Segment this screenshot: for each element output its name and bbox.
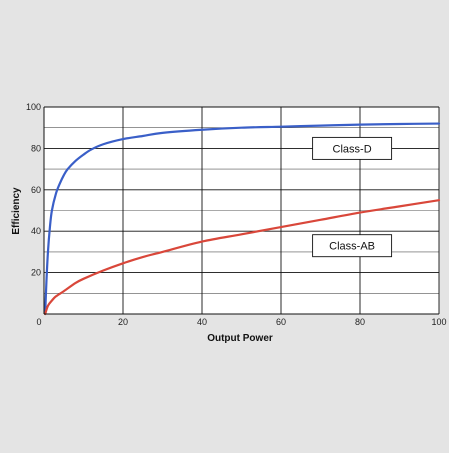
series-line-class-d — [44, 122, 441, 316]
annotation-label-class-d: Class-D — [333, 143, 372, 155]
x-axis-title: Output Power — [207, 333, 273, 344]
y-tick-label: 60 — [31, 185, 41, 195]
annotation-label-class-ab: Class-AB — [329, 241, 375, 253]
x-tick-label: 40 — [197, 317, 207, 327]
annotation-box-class-d — [312, 136, 393, 160]
tick-labels: 0 20 40 60 80 100 20 40 60 80 100 — [26, 102, 447, 327]
series-line-class-ab — [44, 199, 441, 316]
x-tick-label: 20 — [118, 317, 128, 327]
y-axis-title: Efficiency — [11, 187, 22, 235]
annotations: Class-D Class-AB — [312, 136, 393, 258]
y-tick-label: 20 — [31, 268, 41, 278]
x-tick-label: 60 — [276, 317, 286, 327]
x-tick-label: 0 — [36, 317, 41, 327]
x-tick-label: 100 — [431, 317, 446, 327]
series-layer — [44, 122, 441, 316]
y-tick-label: 80 — [31, 143, 41, 153]
annotation-box-class-ab — [312, 234, 393, 258]
y-tick-label: 40 — [31, 226, 41, 236]
grid — [44, 106, 440, 314]
axes — [43, 107, 439, 315]
y-tick-label: 100 — [26, 102, 41, 112]
x-tick-label: 80 — [355, 317, 365, 327]
